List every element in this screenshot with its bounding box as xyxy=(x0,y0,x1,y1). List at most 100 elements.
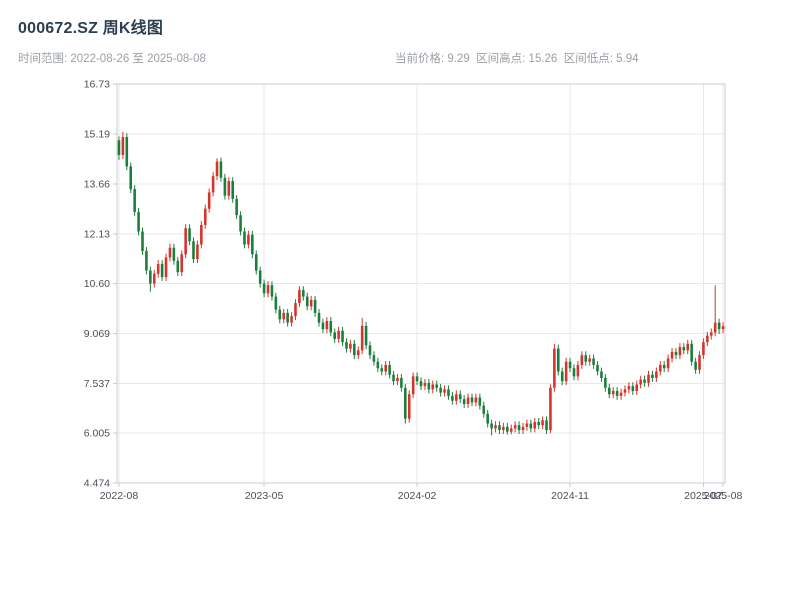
candle-body xyxy=(411,376,415,395)
y-tick-label: 12.13 xyxy=(84,228,110,240)
candle-body xyxy=(380,368,384,372)
candle-body xyxy=(553,348,556,388)
candle-body xyxy=(506,426,509,432)
y-tick-label: 10.60 xyxy=(84,278,110,290)
candle-body xyxy=(584,355,588,362)
candle-body xyxy=(427,382,431,390)
candle-body xyxy=(372,355,376,362)
candle-body xyxy=(466,397,470,405)
candle-body xyxy=(470,397,474,403)
candle-body xyxy=(607,387,611,395)
candle-body xyxy=(580,355,584,365)
candle-body xyxy=(623,389,627,393)
candle-body xyxy=(482,405,486,414)
candle-body xyxy=(447,389,450,396)
candle-body xyxy=(364,325,368,346)
candle-body xyxy=(176,260,180,273)
candle-body xyxy=(349,343,352,349)
candle-body xyxy=(117,140,121,155)
price-stats-label: 当前价格: 9.29 区间高点: 15.26 区间低点: 5.94 xyxy=(395,53,639,65)
candle-body xyxy=(345,342,348,349)
candle-body xyxy=(674,351,678,356)
candle-body xyxy=(611,390,615,395)
candle-body xyxy=(509,428,513,432)
candle-body xyxy=(615,390,619,396)
candle-body xyxy=(517,425,521,431)
page-title: 000672.SZ 周K线图 xyxy=(18,20,164,37)
candle-body xyxy=(443,389,446,393)
candle-body xyxy=(709,332,713,336)
y-tick-label: 6.005 xyxy=(84,428,110,440)
candle-body xyxy=(631,386,635,391)
y-tick-label: 15.19 xyxy=(84,129,110,141)
candle-body xyxy=(317,312,321,323)
candle-body xyxy=(149,270,152,284)
candle-body xyxy=(572,368,576,377)
candle-body xyxy=(670,351,674,359)
candle-body xyxy=(721,326,725,330)
candle-body xyxy=(321,322,325,330)
candle-body xyxy=(203,208,207,225)
candle-body xyxy=(333,332,336,339)
candle-body xyxy=(474,397,478,403)
candle-body xyxy=(129,166,133,190)
candle-body xyxy=(541,420,544,426)
candle-body xyxy=(356,350,360,356)
candle-body xyxy=(647,374,650,383)
candle-body xyxy=(419,381,423,387)
candle-body xyxy=(639,379,642,385)
candle-body xyxy=(200,224,203,245)
x-tick-label: 2022-08 xyxy=(100,490,139,502)
candle-body xyxy=(635,384,639,391)
candle-body xyxy=(478,397,482,406)
candle-body xyxy=(662,364,666,369)
candle-body xyxy=(392,374,395,382)
candle-body xyxy=(286,312,289,323)
candle-body xyxy=(309,299,313,307)
candle-body xyxy=(576,364,580,377)
candle-body xyxy=(702,342,705,356)
candle-body xyxy=(439,387,442,393)
candle-body xyxy=(415,376,419,382)
candle-body xyxy=(643,379,646,383)
y-tick-label: 4.474 xyxy=(84,478,110,490)
candle-body xyxy=(145,251,148,271)
candle-body xyxy=(243,231,246,245)
candle-body xyxy=(533,421,537,429)
candle-body xyxy=(353,343,356,356)
candle-body xyxy=(227,181,231,196)
candle-body xyxy=(270,285,274,297)
candle-body xyxy=(655,371,658,378)
candle-body xyxy=(682,347,686,351)
candle-body xyxy=(400,377,403,388)
candle-body xyxy=(525,423,529,427)
candle-body xyxy=(388,364,391,375)
candle-body xyxy=(596,364,599,372)
candle-body xyxy=(604,377,607,388)
candle-body xyxy=(125,137,129,167)
candle-body xyxy=(184,228,187,255)
y-tick-label: 16.73 xyxy=(84,79,110,91)
candle-body xyxy=(556,348,560,372)
candle-body xyxy=(207,192,211,209)
candle-body xyxy=(458,394,462,400)
candle-body xyxy=(325,321,329,330)
candle-body xyxy=(431,384,435,390)
candle-body xyxy=(502,426,505,431)
candle-body xyxy=(231,181,235,199)
candle-body xyxy=(545,420,548,431)
candle-body xyxy=(121,137,125,155)
x-tick-label: 2025-07 xyxy=(684,490,723,502)
candle-body xyxy=(592,358,595,365)
candle-body xyxy=(588,358,591,362)
candle-body xyxy=(698,355,701,370)
time-range-label: 时间范围: 2022-08-26 至 2025-08-08 xyxy=(18,53,206,65)
candle-body xyxy=(168,247,172,258)
candle-body xyxy=(549,387,552,431)
candle-body xyxy=(223,177,227,196)
candle-body xyxy=(305,296,309,307)
candle-body xyxy=(156,264,160,274)
candle-body xyxy=(423,382,427,387)
candle-body xyxy=(455,394,458,401)
